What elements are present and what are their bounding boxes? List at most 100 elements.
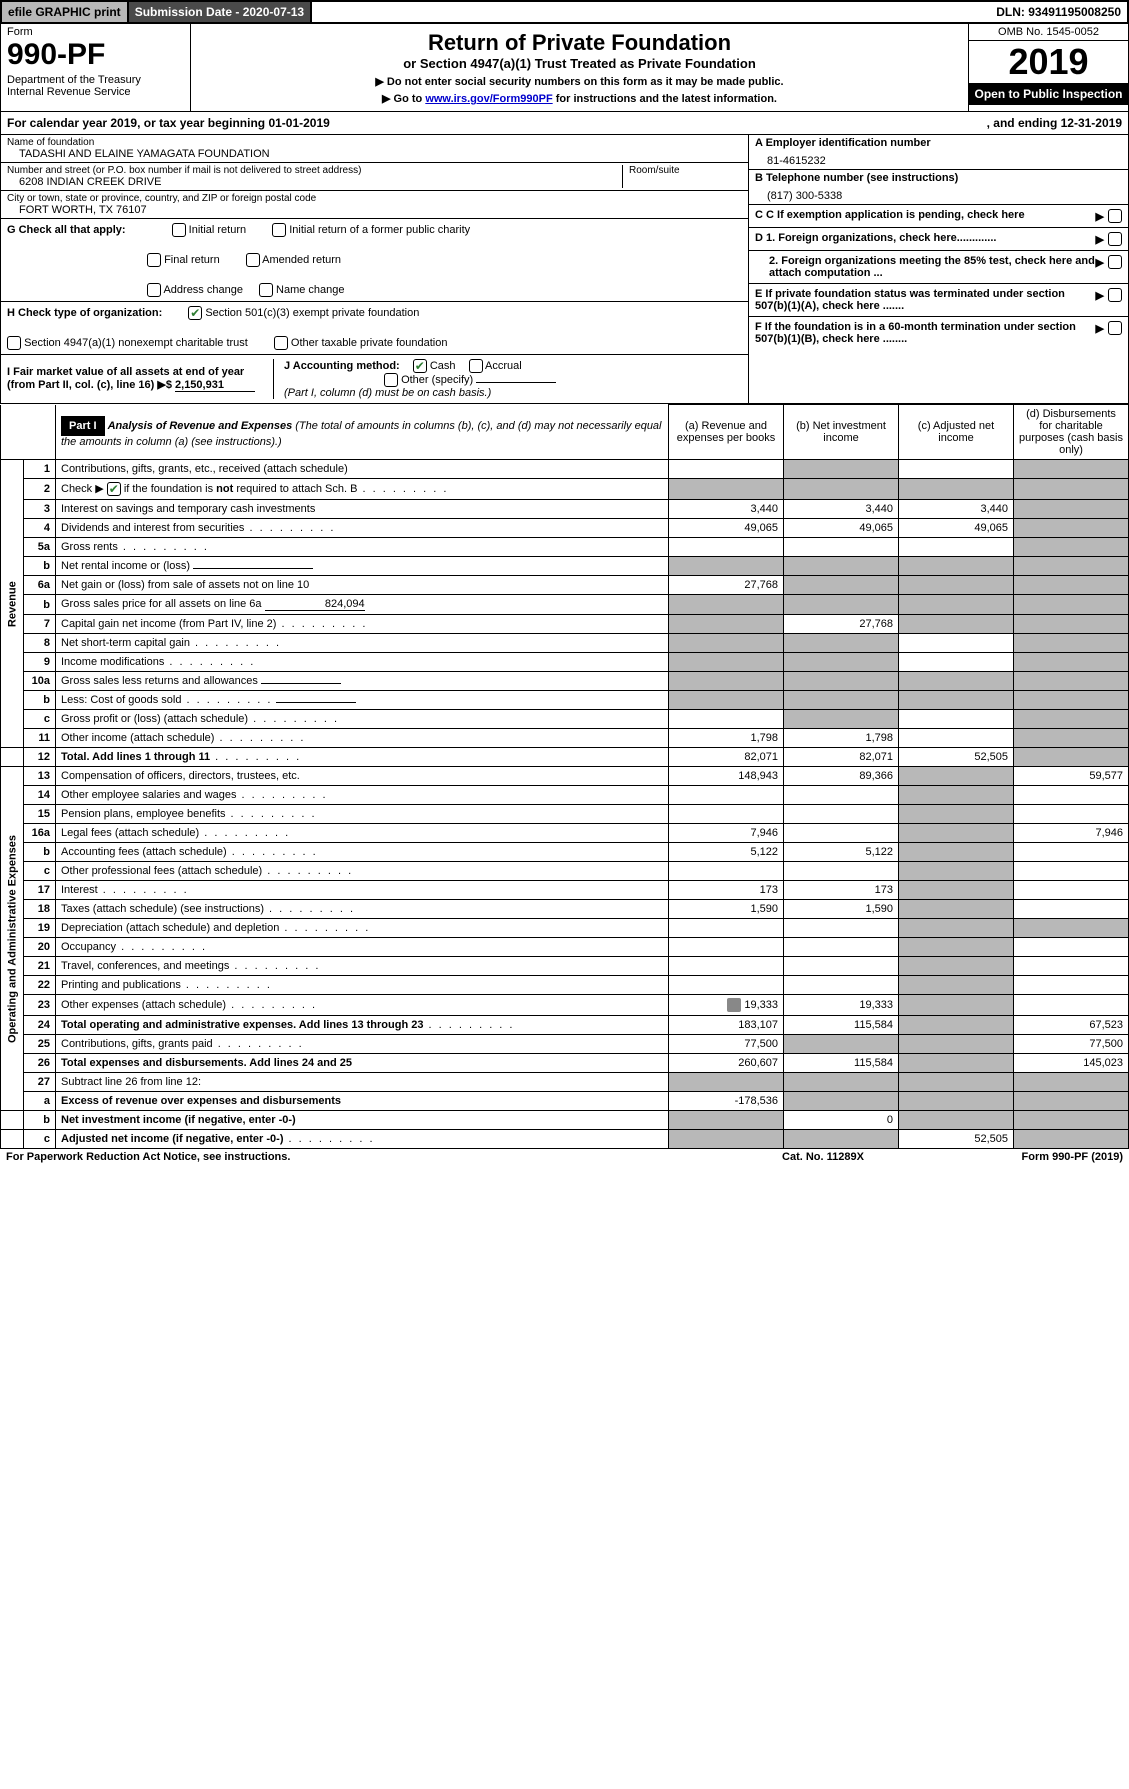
ein-cell: A Employer identification number 81-4615… (749, 135, 1128, 170)
d1-checkbox[interactable] (1108, 232, 1122, 246)
table-row: 14Other employee salaries and wages (1, 786, 1129, 805)
form-number: 990-PF (7, 38, 184, 72)
table-row: 11Other income (attach schedule)1,7981,7… (1, 729, 1129, 748)
form-version: Form 990-PF (2019) (923, 1151, 1123, 1163)
part1-title: Analysis of Revenue and Expenses (108, 420, 293, 432)
dln-label: DLN: 93491195008250 (990, 2, 1127, 22)
i-j-row: I Fair market value of all assets at end… (1, 355, 748, 403)
final-return-checkbox[interactable] (147, 253, 161, 267)
d2-checkbox[interactable] (1108, 255, 1122, 269)
table-row: 12Total. Add lines 1 through 1182,07182,… (1, 748, 1129, 767)
d2-foreign-row: 2. Foreign organizations meeting the 85%… (749, 251, 1128, 284)
table-row: 18Taxes (attach schedule) (see instructi… (1, 900, 1129, 919)
table-row: cGross profit or (loss) (attach schedule… (1, 710, 1129, 729)
initial-former-checkbox[interactable] (272, 223, 286, 237)
dept-label: Department of the Treasury Internal Reve… (7, 74, 184, 98)
address-change-checkbox[interactable] (147, 283, 161, 297)
address-cell: Number and street (or P.O. box number if… (1, 163, 748, 191)
col-c-header: (c) Adjusted net income (899, 405, 1014, 460)
c-exemption-row: C C If exemption application is pending,… (749, 205, 1128, 228)
table-row: 27Subtract line 26 from line 12: (1, 1073, 1129, 1092)
calendar-year-row: For calendar year 2019, or tax year begi… (0, 112, 1129, 135)
table-row: 6aNet gain or (loss) from sale of assets… (1, 576, 1129, 595)
form-id-block: Form 990-PF Department of the Treasury I… (1, 24, 191, 111)
telephone-cell: B Telephone number (see instructions) (8… (749, 170, 1128, 205)
fmv-value: 2,150,931 (175, 379, 255, 392)
col-d-header: (d) Disbursements for charitable purpose… (1014, 405, 1129, 460)
telephone-value: (817) 300-5338 (755, 184, 1122, 202)
table-row: bAccounting fees (attach schedule)5,1225… (1, 843, 1129, 862)
table-row: cOther professional fees (attach schedul… (1, 862, 1129, 881)
f-termination-row: F If the foundation is in a 60-month ter… (749, 317, 1128, 349)
e-checkbox[interactable] (1108, 288, 1122, 302)
foundation-name: TADASHI AND ELAINE YAMAGATA FOUNDATION (7, 148, 742, 160)
tax-year: 2019 (969, 41, 1128, 83)
calendar-begin: For calendar year 2019, or tax year begi… (7, 116, 987, 130)
table-row: bLess: Cost of goods sold (1, 691, 1129, 710)
form-subtitle: or Section 4947(a)(1) Trust Treated as P… (201, 56, 958, 71)
table-row: 19Depreciation (attach schedule) and dep… (1, 919, 1129, 938)
table-row: 26Total expenses and disbursements. Add … (1, 1054, 1129, 1073)
calendar-end: , and ending 12-31-2019 (987, 116, 1122, 130)
table-row: Revenue 1Contributions, gifts, grants, e… (1, 460, 1129, 479)
submission-date: Submission Date - 2020-07-13 (129, 2, 312, 22)
table-row: aExcess of revenue over expenses and dis… (1, 1092, 1129, 1111)
table-row: Operating and Administrative Expenses 13… (1, 767, 1129, 786)
attachment-icon[interactable] (727, 998, 741, 1012)
ein-value: 81-4615232 (755, 149, 1122, 167)
efile-label: efile GRAPHIC print (2, 2, 129, 22)
col-b-header: (b) Net investment income (784, 405, 899, 460)
ssn-note: ▶ Do not enter social security numbers o… (201, 75, 958, 88)
table-row: 23Other expenses (attach schedule) 19,33… (1, 995, 1129, 1016)
paperwork-notice: For Paperwork Reduction Act Notice, see … (6, 1151, 723, 1163)
g-check-row: G Check all that apply: Initial return I… (1, 219, 748, 302)
part1-label: Part I (61, 416, 105, 436)
table-row: 3Interest on savings and temporary cash … (1, 500, 1129, 519)
table-row: bNet rental income or (loss) (1, 557, 1129, 576)
table-row: 2Check ▶ if the foundation is not requir… (1, 479, 1129, 500)
table-row: 25Contributions, gifts, grants paid77,50… (1, 1035, 1129, 1054)
table-row: 7Capital gain net income (from Part IV, … (1, 615, 1129, 634)
form-title-block: Return of Private Foundation or Section … (191, 24, 968, 111)
amended-return-checkbox[interactable] (246, 253, 260, 267)
top-bar: efile GRAPHIC print Submission Date - 20… (0, 0, 1129, 24)
table-row: 15Pension plans, employee benefits (1, 805, 1129, 824)
table-row: 16aLegal fees (attach schedule)7,9467,94… (1, 824, 1129, 843)
catalog-number: Cat. No. 11289X (723, 1151, 923, 1163)
name-change-checkbox[interactable] (259, 283, 273, 297)
table-row: 8Net short-term capital gain (1, 634, 1129, 653)
other-taxable-checkbox[interactable] (274, 336, 288, 350)
c-checkbox[interactable] (1108, 209, 1122, 223)
table-row: cAdjusted net income (if negative, enter… (1, 1130, 1129, 1149)
col-a-header: (a) Revenue and expenses per books (669, 405, 784, 460)
accrual-method-checkbox[interactable] (469, 359, 483, 373)
initial-return-checkbox[interactable] (172, 223, 186, 237)
form-label: Form (7, 26, 184, 38)
f-checkbox[interactable] (1108, 321, 1122, 335)
sch-b-checkbox[interactable] (107, 482, 121, 496)
entity-info-block: Name of foundation TADASHI AND ELAINE YA… (0, 135, 1129, 404)
form-header: Form 990-PF Department of the Treasury I… (0, 24, 1129, 112)
e-terminated-row: E If private foundation status was termi… (749, 284, 1128, 317)
501c3-checkbox[interactable] (188, 306, 202, 320)
revenue-label: Revenue (1, 460, 24, 748)
other-method-checkbox[interactable] (384, 373, 398, 387)
page-footer: For Paperwork Reduction Act Notice, see … (0, 1149, 1129, 1165)
street-address: 6208 INDIAN CREEK DRIVE (7, 176, 622, 188)
city-state-zip: FORT WORTH, TX 76107 (7, 204, 742, 216)
table-row: 20Occupancy (1, 938, 1129, 957)
d1-foreign-row: D 1. Foreign organizations, check here..… (749, 228, 1128, 251)
foundation-name-cell: Name of foundation TADASHI AND ELAINE YA… (1, 135, 748, 163)
table-row: 5aGross rents (1, 538, 1129, 557)
city-cell: City or town, state or province, country… (1, 191, 748, 219)
room-suite-label: Room/suite (629, 165, 742, 176)
4947a1-checkbox[interactable] (7, 336, 21, 350)
table-row: 4Dividends and interest from securities4… (1, 519, 1129, 538)
cash-method-checkbox[interactable] (413, 359, 427, 373)
form-title: Return of Private Foundation (201, 30, 958, 56)
form-url-link[interactable]: www.irs.gov/Form990PF (425, 93, 552, 105)
table-row: 21Travel, conferences, and meetings (1, 957, 1129, 976)
expenses-label: Operating and Administrative Expenses (1, 767, 24, 1111)
form-meta-block: OMB No. 1545-0052 2019 Open to Public In… (968, 24, 1128, 111)
table-row: 22Printing and publications (1, 976, 1129, 995)
